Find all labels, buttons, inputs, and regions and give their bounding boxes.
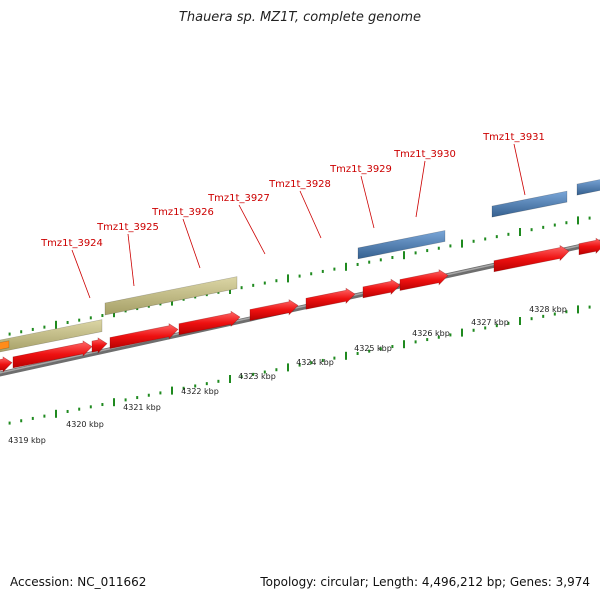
gene-label: Tmz1t_3925	[96, 222, 159, 233]
olive-gene-block	[0, 319, 103, 353]
gene-label-leader	[71, 249, 91, 299]
cds-arrow	[178, 310, 241, 336]
gene-label: Tmz1t_3928	[268, 179, 331, 190]
map-title: Thauera sp. MZ1T, complete genome	[178, 10, 422, 25]
kbp-label: 4321 kbp	[123, 403, 161, 412]
gene-label-leader	[299, 190, 322, 239]
kbp-label: 4319 kbp	[8, 436, 46, 445]
gene-label-leader	[127, 233, 135, 287]
gene-label: Tmz1t_3927	[207, 193, 270, 204]
olive-gene-block	[104, 276, 238, 316]
gene-label-leader	[182, 218, 201, 269]
blue-gene-block	[491, 190, 568, 218]
gene-label: Tmz1t_3930	[393, 149, 456, 160]
kbp-label: 4327 kbp	[471, 318, 509, 327]
cds-arrow	[249, 299, 299, 321]
cds-arrow	[91, 337, 108, 354]
cds-arrow	[399, 269, 449, 291]
cds-arrow	[305, 287, 356, 310]
kbp-label: 4326 kbp	[412, 329, 450, 338]
gene-label: Tmz1t_3926	[151, 207, 214, 218]
genome-stats-text: Topology: circular; Length: 4,496,212 bp…	[260, 575, 590, 589]
gene-label: Tmz1t_3931	[482, 132, 545, 143]
blue-gene-block	[357, 230, 446, 260]
gene-label-leader	[513, 143, 526, 196]
cds-arrow	[493, 244, 570, 273]
cds-arrow	[12, 340, 93, 369]
label-layer: Tmz1t_3924 Tmz1t_3925 Tmz1t_3926 Tmz1t_3927…	[8, 132, 567, 445]
kbp-label: 4325 kbp	[354, 344, 392, 353]
cds-arrow	[0, 356, 13, 373]
blue-gene-block	[576, 179, 600, 196]
tick-layer	[8, 216, 591, 425]
gene-label-leader	[360, 175, 375, 229]
cds-arrow	[362, 278, 401, 299]
gene-layer	[0, 179, 600, 373]
cds-arrow	[578, 237, 600, 256]
kbp-label: 4328 kbp	[529, 305, 567, 314]
gene-label-leader	[238, 204, 266, 255]
cds-arrow	[109, 323, 179, 349]
kbp-label: 4322 kbp	[181, 387, 219, 396]
gene-label: Tmz1t_3929	[329, 164, 392, 175]
accession-text: Accession: NC_011662	[10, 575, 147, 589]
orange-gene-block	[0, 340, 10, 350]
kbp-label: 4320 kbp	[66, 420, 104, 429]
gene-label-leader	[415, 160, 426, 218]
gene-label: Tmz1t_3924	[40, 238, 103, 249]
kbp-label: 4324 kbp	[296, 358, 334, 367]
kbp-label: 4323 kbp	[238, 372, 276, 381]
